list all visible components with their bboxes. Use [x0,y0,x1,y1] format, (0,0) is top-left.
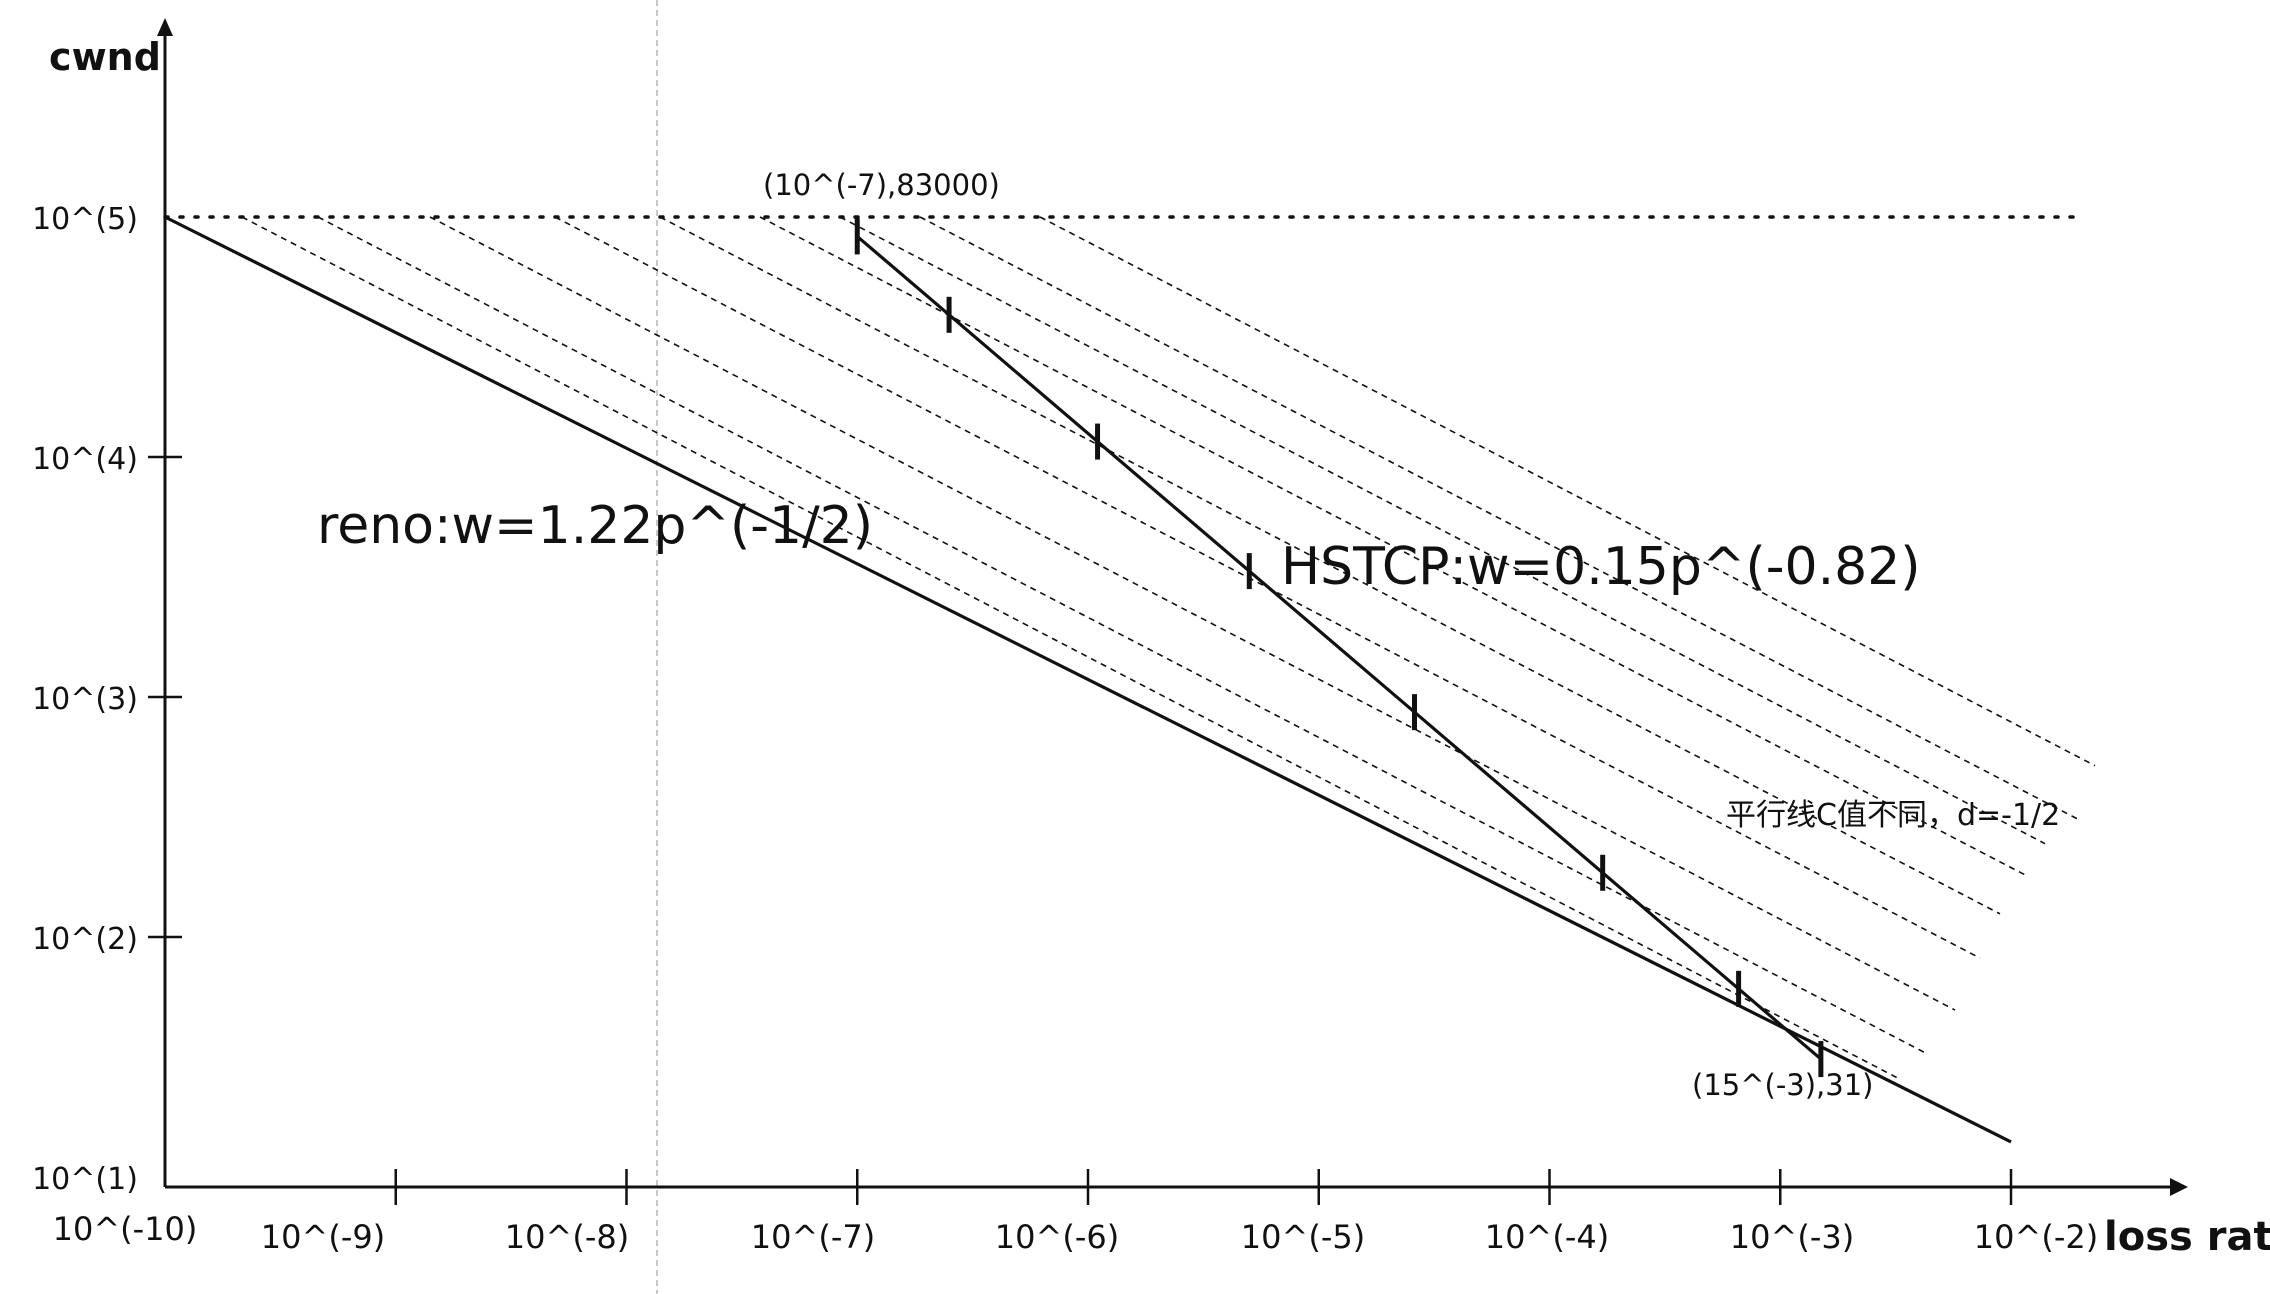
hstcp-equation-label: HSTCP:w=0.15p^(-0.82) [1281,537,1921,597]
x-tick-label: 10^(-7) [751,1218,875,1256]
parallel-line [241,216,1901,1080]
parallel-lines [241,216,2096,1080]
series-lines [164,215,2012,1144]
x-tick-label: 10^(-8) [505,1218,629,1256]
x-tick-label: 10^(-3) [1730,1218,1854,1256]
y-axis-arrow-icon [157,18,173,36]
x-tick-label: 10^(-5) [1241,1218,1365,1256]
y-tick-label: 10^(1) [32,1162,138,1197]
reno-line [164,215,2012,1144]
y-tick-label: 10^(4) [32,442,138,477]
y-tick-label: 10^(3) [32,682,138,717]
x-axis-label: loss rate [2104,1214,2270,1260]
parallel-line [1039,216,2096,767]
parallel-line [659,216,2001,915]
hstcp-line [856,235,1822,1061]
parallel-note-label: 平行线C值不同，d=-1/2 [1726,798,2060,833]
y-tick-label: 10^(5) [32,202,138,237]
x-tick-label: 10^(-9) [261,1218,385,1256]
x-tick-label: 10^(-4) [1485,1218,1609,1256]
axes [148,18,2188,1205]
y-tick-label: 10^(2) [32,922,138,957]
parallel-line [317,216,1926,1054]
parallel-line [429,216,1956,1011]
chart-text: 10^(-10) 10^(-9) 10^(-8) 10^(-7) 10^(-6) 10^(… [32,35,2270,1260]
x-axis-arrow-icon [2170,1178,2188,1196]
parallel-line [759,216,2026,876]
point-annotation-lower: (15^(-3),31) [1692,1068,1874,1102]
y-axis-label: cwnd [49,35,161,79]
parallel-line [839,216,2046,845]
parallel-line [919,216,2081,821]
x-tick-label: 10^(-2) [1974,1218,2098,1256]
reno-equation-label: reno:w=1.22p^(-1/2) [317,496,873,556]
x-tick-label: 10^(-10) [53,1210,198,1248]
x-tick-label: 10^(-6) [995,1218,1119,1256]
point-annotation-upper: (10^(-7),83000) [763,168,1000,202]
